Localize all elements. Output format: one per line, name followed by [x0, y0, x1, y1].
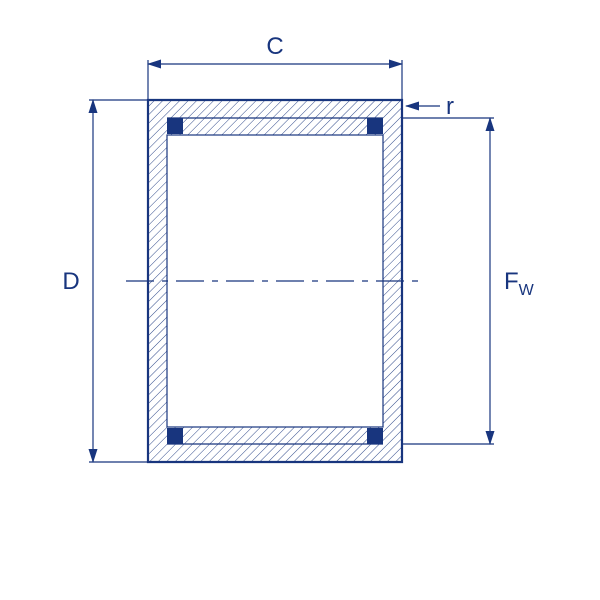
dimension-Fw: FW — [402, 118, 535, 444]
dimension-C: C — [148, 33, 402, 100]
bearing-section-diagram: C r D FW — [0, 0, 600, 600]
label-C: C — [266, 33, 283, 60]
corner-square — [367, 428, 383, 444]
corner-square — [167, 118, 183, 134]
label-Fw: FW — [504, 268, 535, 299]
label-D: D — [62, 268, 79, 295]
dimension-r: r — [406, 93, 454, 120]
corner-square — [367, 118, 383, 134]
corner-square — [167, 428, 183, 444]
label-r: r — [446, 93, 454, 120]
